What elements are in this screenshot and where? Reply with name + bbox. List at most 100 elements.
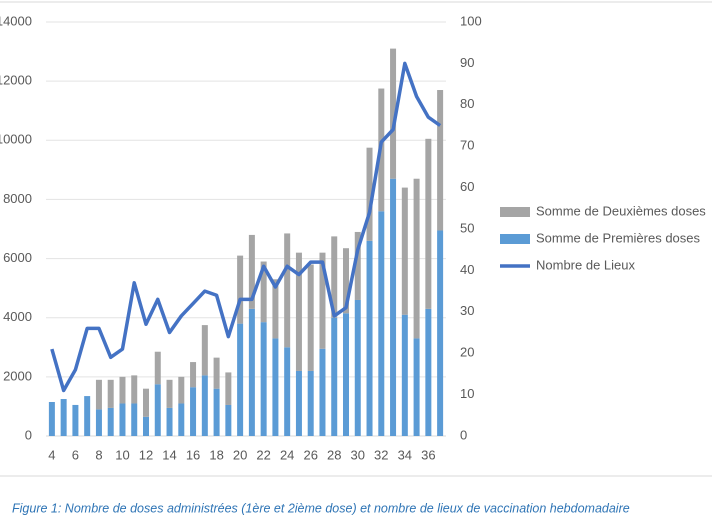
bar — [307, 264, 314, 371]
y-tick-label: 14000 — [0, 13, 32, 28]
bar — [307, 370, 314, 436]
bar — [437, 90, 444, 231]
bar — [319, 252, 326, 349]
bar — [225, 404, 232, 436]
bar — [107, 407, 114, 436]
bar — [178, 376, 185, 404]
bar — [201, 325, 208, 376]
x-tick-label: 36 — [421, 447, 435, 462]
y2-tick-label: 10 — [460, 386, 474, 401]
bar — [425, 308, 432, 436]
bar — [354, 299, 361, 436]
x-tick-label: 30 — [351, 447, 365, 462]
y2-tick-label: 80 — [460, 96, 474, 111]
y2-tick-label: 70 — [460, 138, 474, 153]
bar — [248, 308, 255, 436]
bar — [84, 396, 91, 436]
y-tick-label: 8000 — [3, 191, 32, 206]
bar — [166, 407, 173, 436]
x-tick-label: 32 — [374, 447, 388, 462]
bar — [131, 375, 138, 404]
bar — [378, 211, 385, 436]
bar — [413, 338, 420, 436]
bar — [119, 376, 126, 404]
bar — [143, 388, 149, 417]
y-tick-label: 4000 — [3, 309, 32, 324]
x-tick-label: 4 — [48, 447, 55, 462]
bar — [343, 248, 349, 314]
bar — [390, 178, 397, 436]
y2-tick-label: 90 — [460, 55, 474, 70]
bar — [143, 416, 149, 436]
bar — [107, 379, 114, 408]
bar — [284, 233, 291, 348]
bar — [331, 317, 338, 436]
y2-tick-label: 20 — [460, 345, 474, 360]
y-tick-label: 10000 — [0, 132, 32, 147]
x-tick-label: 12 — [139, 447, 153, 462]
caption: Figure 1: Nombre de doses administrées (… — [12, 501, 630, 515]
bar — [131, 403, 138, 436]
bar — [366, 240, 373, 436]
bar — [272, 279, 279, 339]
line — [50, 61, 442, 393]
x-tick-label: 6 — [72, 447, 79, 462]
bar — [413, 178, 420, 339]
bar — [401, 314, 408, 436]
x-tick-label: 22 — [256, 447, 270, 462]
bar — [95, 379, 102, 410]
x-tick-label: 16 — [186, 447, 200, 462]
bar — [248, 234, 255, 309]
bar — [166, 379, 173, 408]
bar — [190, 387, 197, 436]
bar — [319, 348, 326, 436]
x-tick-label: 10 — [115, 447, 129, 462]
bar — [437, 230, 444, 436]
bar — [48, 401, 55, 436]
legend-label: Somme de Deuxièmes doses — [536, 203, 706, 218]
y2-tick-label: 100 — [460, 13, 482, 28]
bar — [260, 322, 267, 436]
bar — [201, 375, 208, 436]
y2-tick-label: 50 — [460, 220, 474, 235]
bar — [237, 323, 244, 436]
bar — [237, 255, 244, 324]
bar — [60, 399, 67, 436]
bar — [178, 403, 185, 436]
y2-tick-label: 40 — [460, 262, 474, 277]
x-tick-label: 18 — [209, 447, 223, 462]
bar — [272, 338, 279, 436]
bar — [190, 362, 197, 388]
bar — [390, 48, 397, 179]
legend-label: Somme de Premières doses — [536, 230, 701, 245]
legend-swatch — [500, 207, 530, 217]
y-tick-label: 0 — [25, 427, 32, 442]
y2-tick-label: 0 — [460, 427, 467, 442]
bar — [119, 403, 126, 436]
bar — [72, 404, 79, 436]
bar — [95, 409, 102, 436]
x-tick-label: 20 — [233, 447, 247, 462]
x-tick-label: 8 — [95, 447, 102, 462]
bar — [343, 313, 349, 436]
x-tick-label: 24 — [280, 447, 294, 462]
bar — [295, 252, 302, 371]
x-tick-label: 34 — [398, 447, 412, 462]
bar — [366, 147, 373, 241]
legend-label: Nombre de Lieux — [536, 257, 635, 272]
x-tick-label: 28 — [327, 447, 341, 462]
y-tick-label: 2000 — [3, 368, 32, 383]
y-tick-label: 12000 — [0, 73, 32, 88]
bar — [225, 372, 232, 405]
x-tick-label: 14 — [162, 447, 176, 462]
y-tick-label: 6000 — [3, 250, 32, 265]
bar — [401, 187, 408, 315]
y2-tick-label: 30 — [460, 303, 474, 318]
x-tick-label: 26 — [303, 447, 317, 462]
bar — [213, 388, 220, 436]
bar — [331, 236, 338, 318]
bar — [154, 351, 161, 385]
bar — [354, 231, 361, 300]
bar — [295, 370, 302, 436]
